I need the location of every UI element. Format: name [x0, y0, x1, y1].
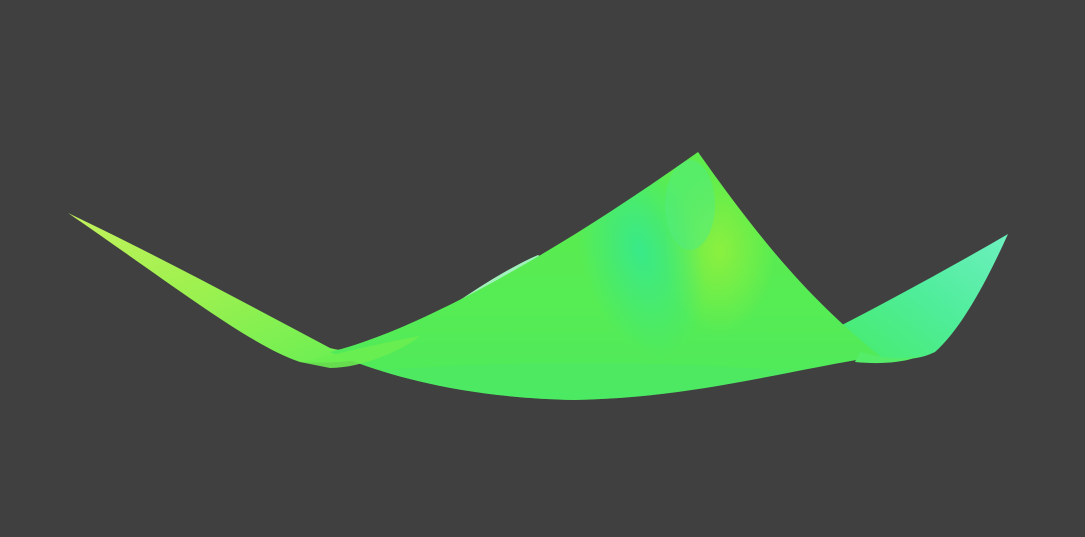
right-lip-surface — [855, 352, 920, 364]
left-wing-surface — [68, 213, 420, 363]
main-peak-surface — [330, 152, 880, 400]
left-lip-surface — [300, 336, 420, 368]
right-wing-surface — [840, 234, 1008, 360]
